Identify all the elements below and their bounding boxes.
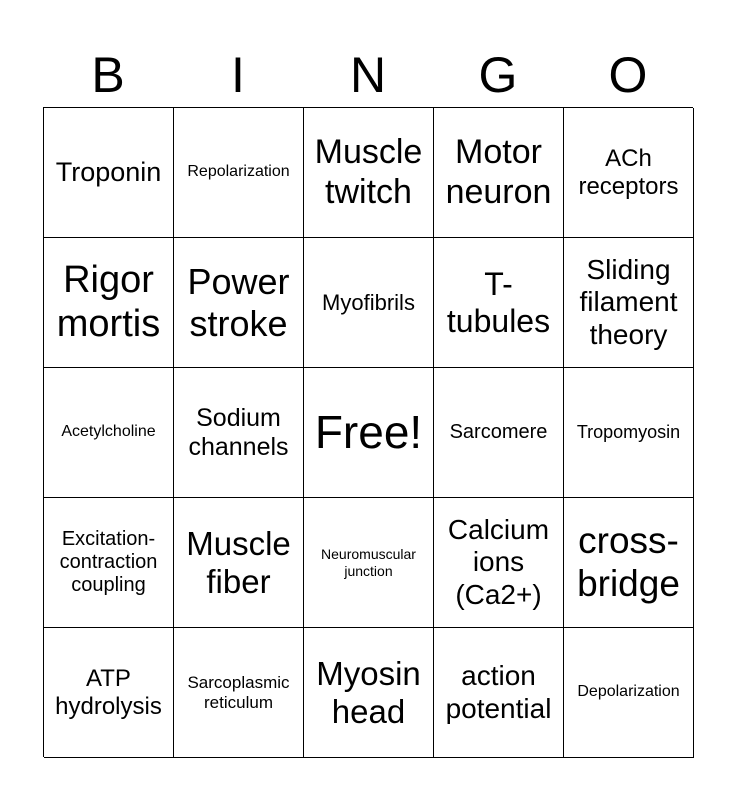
bingo-cell[interactable]: Myosin head <box>304 628 434 758</box>
bingo-cell[interactable]: Sarcoplasmic reticulum <box>174 628 304 758</box>
bingo-cell[interactable]: Muscle fiber <box>174 498 304 628</box>
bingo-header: B I N G O <box>43 44 693 106</box>
bingo-cell[interactable]: ATP hydrolysis <box>44 628 174 758</box>
bingo-cell[interactable]: cross-bridge <box>564 498 694 628</box>
header-letter-b: B <box>91 47 125 103</box>
bingo-cell[interactable]: Troponin <box>44 108 174 238</box>
bingo-cell[interactable]: Sarcomere <box>434 368 564 498</box>
free-space-cell[interactable]: Free! <box>304 368 434 498</box>
header-letter-g: G <box>478 47 518 103</box>
bingo-cell[interactable]: ACh receptors <box>564 108 694 238</box>
bingo-cell[interactable]: Rigor mortis <box>44 238 174 368</box>
bingo-grid: Troponin Repolarization Muscle twitch Motor… <box>43 107 694 758</box>
header-letter-n: N <box>349 47 387 103</box>
bingo-cell[interactable]: Calcium ions (Ca2+) <box>434 498 564 628</box>
bingo-cell[interactable]: Sodium channels <box>174 368 304 498</box>
header-letter-i: I <box>231 47 245 103</box>
bingo-cell[interactable]: Neuromuscular junction <box>304 498 434 628</box>
bingo-cell[interactable]: Tropomyosin <box>564 368 694 498</box>
bingo-cell[interactable]: Excitation-contraction coupling <box>44 498 174 628</box>
bingo-cell[interactable]: Muscle twitch <box>304 108 434 238</box>
bingo-cell[interactable]: Sliding filament theory <box>564 238 694 368</box>
bingo-cell[interactable]: T-tubules <box>434 238 564 368</box>
bingo-cell[interactable]: action potential <box>434 628 564 758</box>
bingo-cell[interactable]: Myofibrils <box>304 238 434 368</box>
bingo-cell[interactable]: Motor neuron <box>434 108 564 238</box>
bingo-cell[interactable]: Power stroke <box>174 238 304 368</box>
bingo-cell[interactable]: Repolarization <box>174 108 304 238</box>
bingo-cell[interactable]: Depolarization <box>564 628 694 758</box>
bingo-cell[interactable]: Acetylcholine <box>44 368 174 498</box>
header-letter-o: O <box>608 47 648 103</box>
